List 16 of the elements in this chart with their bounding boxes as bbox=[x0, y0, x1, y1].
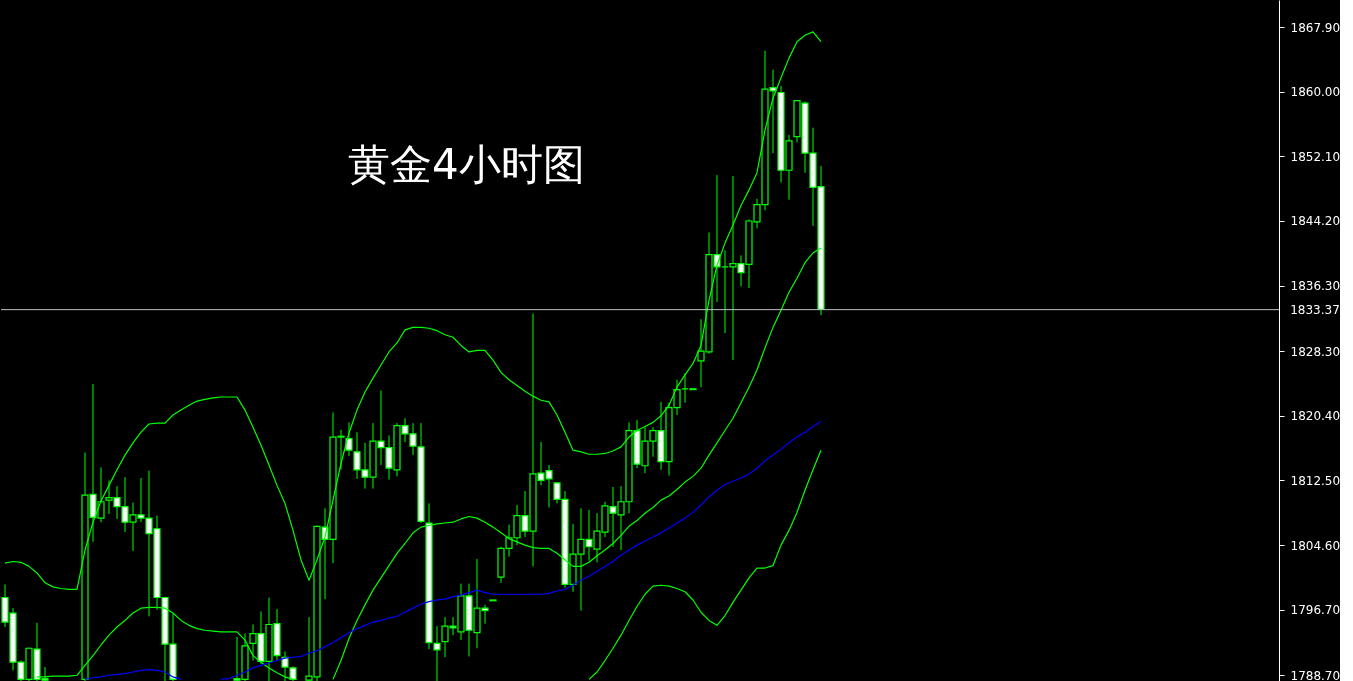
y-tick-label: 1867.90 bbox=[1290, 20, 1341, 35]
ref-line-label: 1833.37 bbox=[1290, 302, 1340, 317]
y-tick-label: 1812.50 bbox=[1290, 473, 1341, 488]
text: 黄金4小时图 bbox=[348, 140, 585, 189]
line-series bbox=[588, 449, 822, 680]
y-tick-label: 1828.30 bbox=[1290, 344, 1341, 359]
candlestick bbox=[345, 421, 353, 457]
y-tick-label: 1796.70 bbox=[1290, 603, 1341, 618]
y-tick-label: 1844.20 bbox=[1290, 214, 1341, 229]
y-tick-label: 1820.40 bbox=[1290, 409, 1341, 424]
y-tick-label: 1860.00 bbox=[1290, 85, 1341, 100]
y-tick-label: 1852.10 bbox=[1290, 149, 1341, 164]
y-tick-label: 1836.30 bbox=[1290, 279, 1341, 294]
candlestick bbox=[433, 625, 441, 681]
y-tick-label: 1804.60 bbox=[1290, 538, 1341, 553]
y-tick-label: 1788.70 bbox=[1290, 668, 1341, 681]
